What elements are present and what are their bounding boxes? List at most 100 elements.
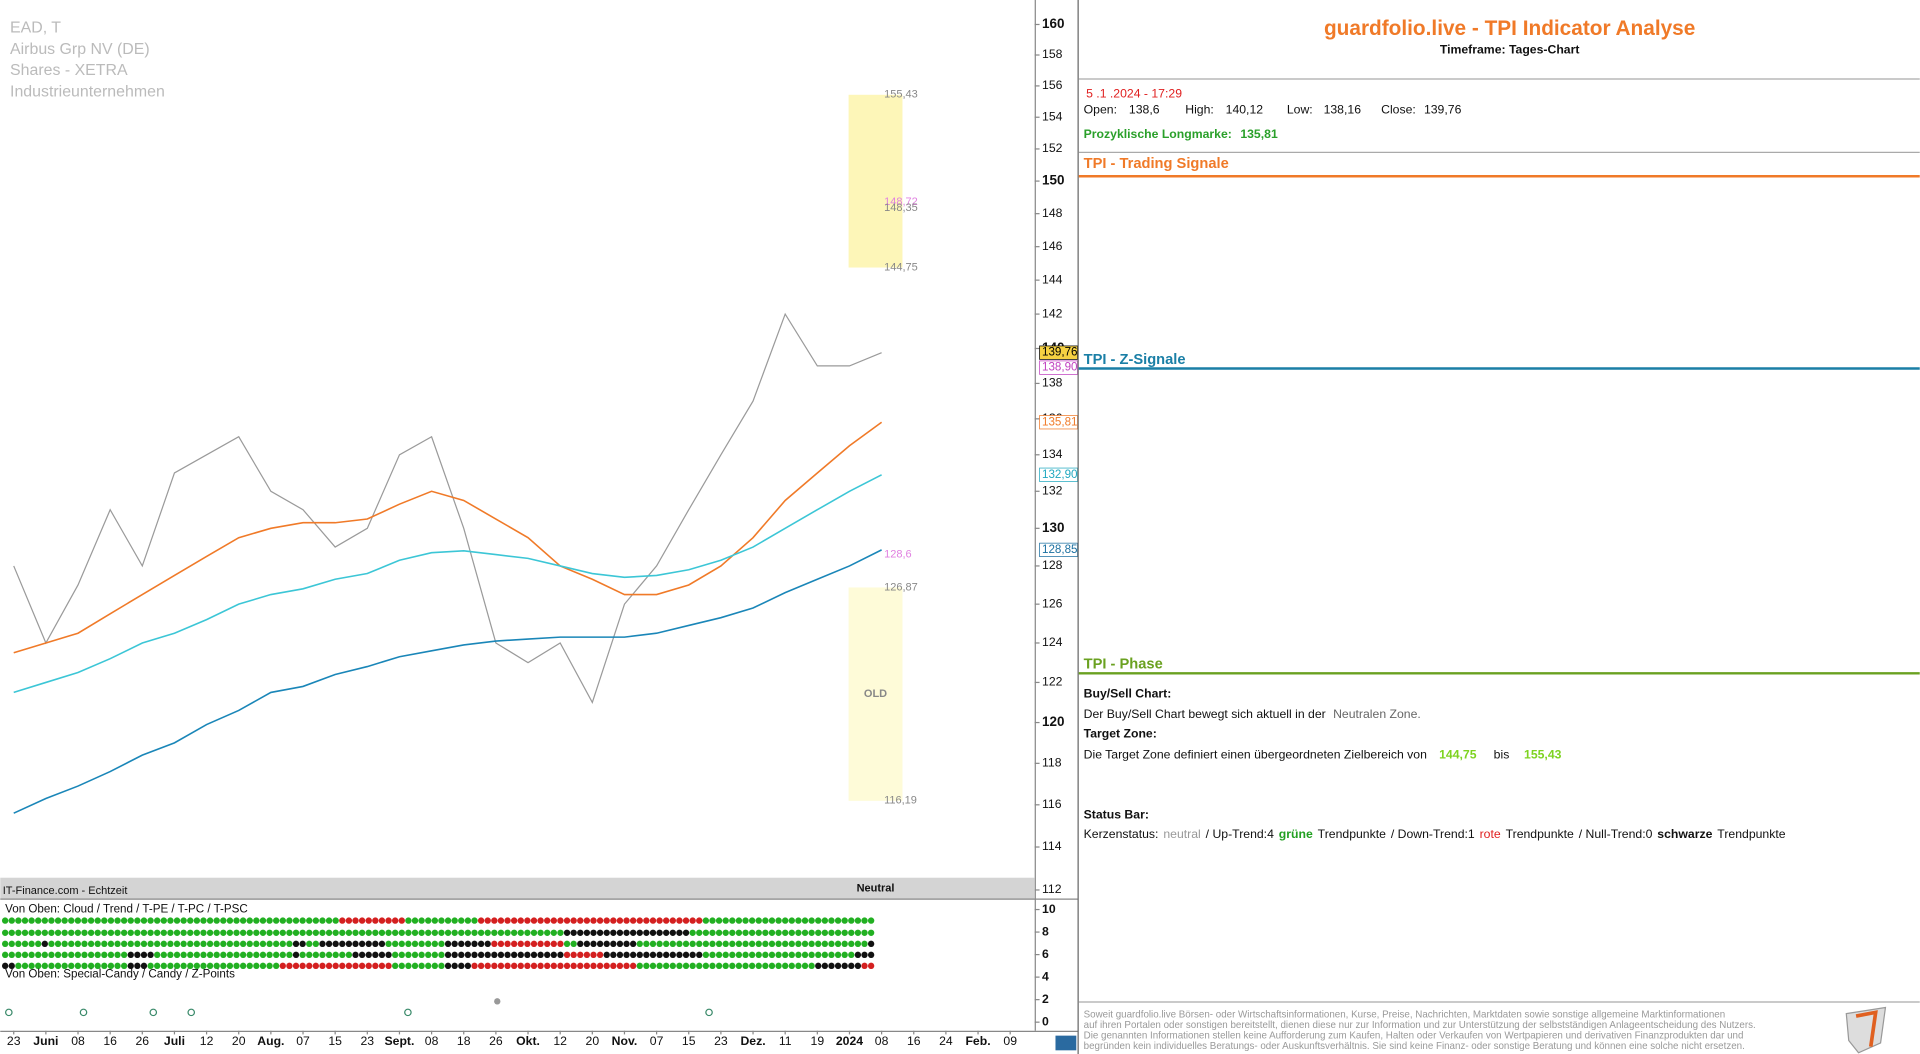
dot (583, 951, 591, 959)
dot (378, 940, 386, 948)
y-tick-label: 148 (1042, 206, 1063, 220)
dot (550, 940, 558, 948)
dot (206, 917, 214, 924)
dot (610, 951, 617, 959)
dot (35, 929, 42, 936)
dot (154, 940, 161, 948)
x-tick-label: 12 (200, 1034, 214, 1048)
dot (841, 940, 848, 948)
dot (94, 951, 101, 959)
dot (623, 962, 630, 970)
dot (385, 929, 392, 936)
dot (35, 962, 42, 970)
dot (477, 940, 485, 948)
dot (372, 917, 379, 924)
dot (762, 917, 769, 924)
dot (352, 962, 359, 970)
x-tick-label: 15 (682, 1034, 696, 1048)
dot (299, 962, 306, 970)
x-tick-label: 07 (650, 1034, 664, 1048)
y-tick-label: 4 (1042, 969, 1049, 983)
dot (1, 940, 9, 948)
info-line: Industrieunternehmen (10, 84, 165, 101)
dot (768, 940, 776, 948)
dot (788, 917, 795, 924)
dot (828, 929, 835, 936)
dot (391, 962, 399, 970)
dot (167, 951, 174, 959)
x-tick-label: Okt. (516, 1034, 540, 1048)
indicator-subtitle: Von Oben: Special-Candy / Candy / Z-Poin… (5, 967, 235, 980)
dot (682, 951, 690, 959)
x-tick-label: 26 (489, 1034, 503, 1048)
dot (120, 951, 128, 959)
dot (299, 951, 306, 959)
dot (530, 940, 538, 948)
dot (68, 917, 75, 924)
dot (273, 951, 280, 959)
dot (292, 962, 300, 970)
dot (524, 917, 531, 924)
dot (87, 962, 95, 970)
dot (828, 940, 835, 948)
dot (127, 929, 134, 936)
dot (187, 951, 194, 959)
dot (213, 917, 220, 924)
dot (629, 917, 637, 924)
dot (755, 917, 762, 924)
dot (636, 962, 643, 970)
dot (471, 940, 478, 948)
dot (682, 962, 690, 970)
dot (1, 917, 9, 924)
dot (722, 929, 729, 936)
dot (464, 917, 472, 924)
dot (451, 917, 458, 924)
dot (425, 951, 432, 959)
dot (345, 951, 353, 959)
target-zone (848, 587, 903, 801)
status-part: grüne (1279, 827, 1313, 841)
dot (438, 929, 445, 936)
dot (808, 940, 815, 948)
dot (544, 917, 551, 924)
x-tick-label: 23 (714, 1034, 728, 1048)
dot (299, 917, 306, 924)
dot (140, 929, 148, 936)
dot (358, 940, 366, 948)
dot (729, 962, 736, 970)
dot (669, 929, 676, 936)
status-part: / Up-Trend:4 (1206, 827, 1274, 841)
dot (418, 917, 425, 924)
status-heading: Status Bar: (1084, 808, 1149, 822)
dot (444, 929, 452, 936)
x-tick-label: 20 (586, 1034, 600, 1048)
dot (206, 940, 214, 948)
dot (114, 929, 121, 936)
x-tick-label: 16 (907, 1034, 921, 1048)
dot (339, 940, 346, 948)
dot (226, 962, 234, 970)
dot (299, 929, 306, 936)
dot (643, 917, 650, 924)
zone-label: 148,72 (884, 196, 918, 208)
dot (788, 940, 795, 948)
dot (68, 951, 75, 959)
dot (273, 929, 280, 936)
y-tick-label: 118 (1042, 756, 1062, 770)
toolbar-icon[interactable] (1055, 1035, 1077, 1051)
dot (676, 962, 683, 970)
y-tick-label: 120 (1042, 714, 1064, 729)
dot (557, 917, 564, 924)
y-tick-label: 134 (1042, 447, 1063, 461)
status-text: Kerzenstatus: neutral / Up-Trend:4 grüne Tre… (1084, 827, 1786, 841)
dot (54, 929, 62, 936)
dot (742, 917, 749, 924)
dot (54, 962, 62, 970)
dot (444, 917, 452, 924)
dot (530, 951, 538, 959)
dot (187, 940, 194, 948)
y-tick-label: 126 (1042, 596, 1063, 610)
dot (68, 940, 75, 948)
